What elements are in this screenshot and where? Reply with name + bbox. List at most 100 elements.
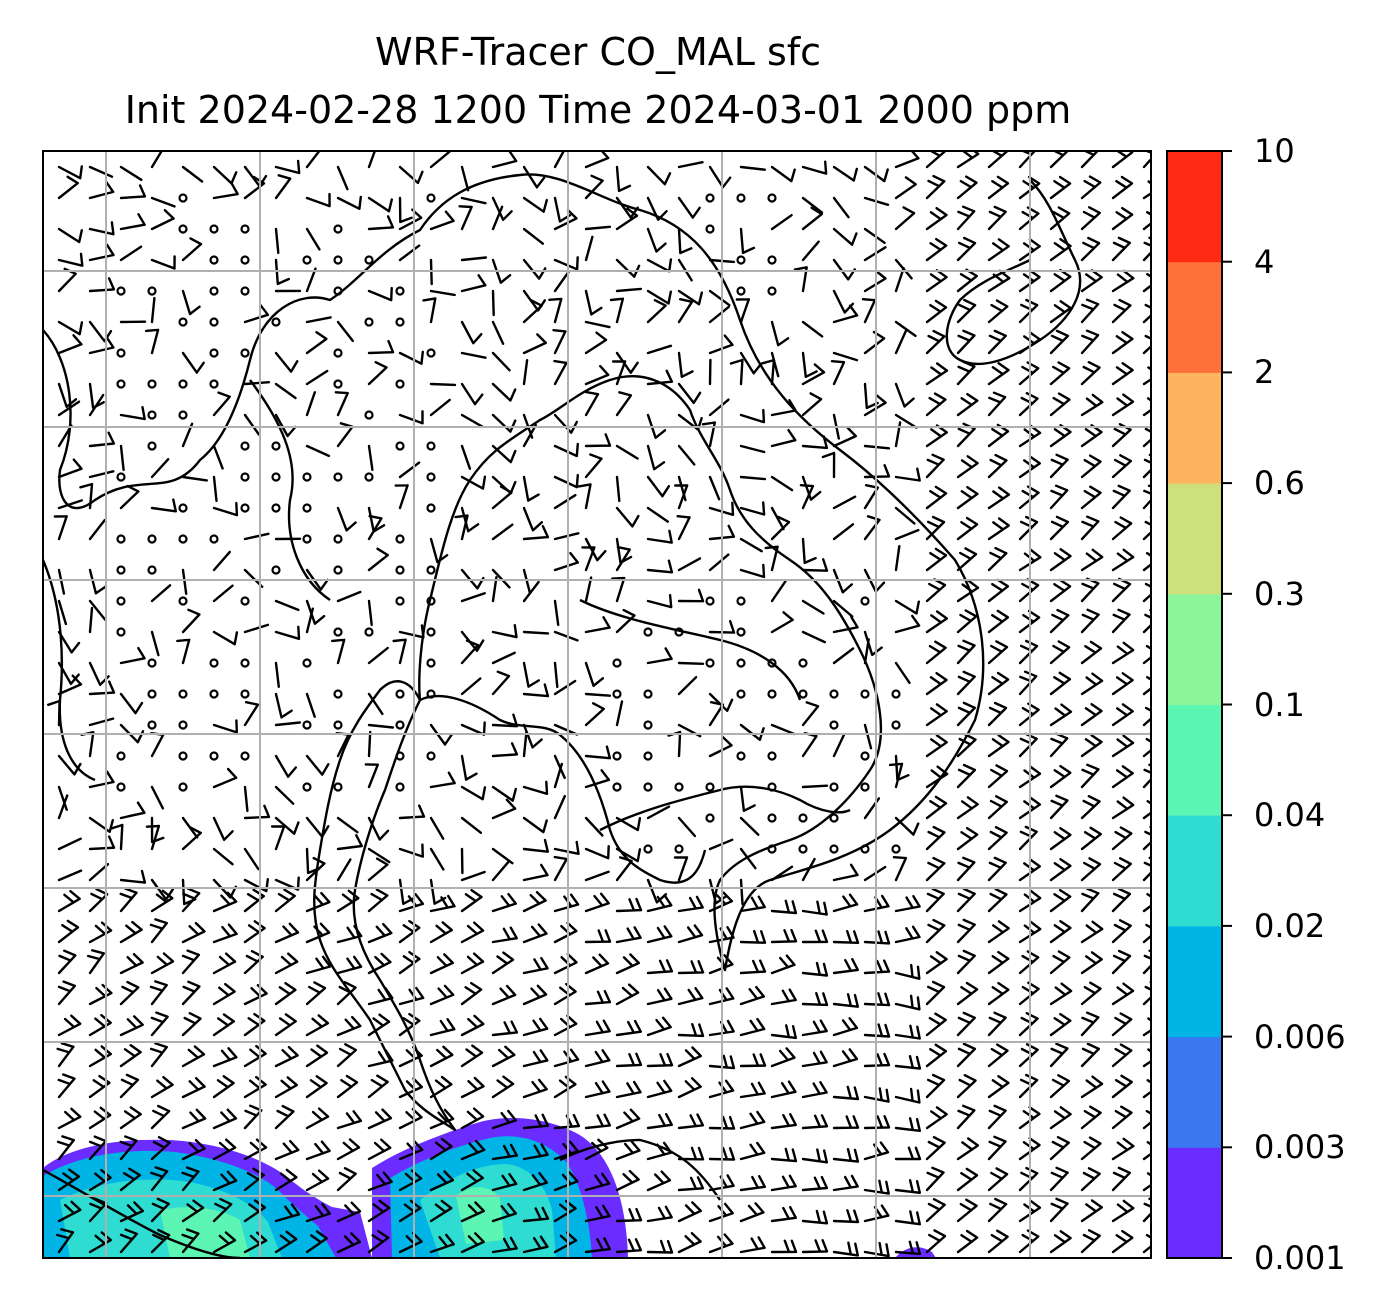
wind-barb-calm	[612, 689, 622, 699]
wind-barb	[491, 320, 505, 345]
wind-barb	[925, 980, 946, 1006]
wind-barb	[677, 1046, 702, 1068]
wind-barb	[367, 816, 390, 841]
wind-barb	[615, 897, 643, 913]
wind-barb	[894, 382, 915, 408]
wind-barb-calm	[240, 689, 250, 699]
wind-barb-calm	[767, 193, 777, 203]
wind-barb	[956, 1229, 979, 1254]
wind-barb	[1049, 794, 1069, 820]
wind-barb	[491, 893, 517, 913]
wind-barb	[181, 949, 200, 975]
wind-barb	[615, 546, 631, 572]
wind-barb	[460, 952, 485, 975]
wind-barb	[646, 506, 669, 523]
wind-barb-calm	[798, 844, 808, 854]
wind-barb-calm	[240, 224, 250, 234]
wind-barb-calm	[395, 534, 405, 544]
wind-barb	[739, 1175, 766, 1192]
wind-barb	[305, 1230, 328, 1254]
wind-barb	[305, 267, 317, 293]
wind-barb	[1080, 329, 1100, 355]
wind-barb	[88, 431, 116, 448]
wind-barb	[1080, 206, 1101, 231]
wind-barb-calm	[302, 534, 312, 544]
wind-barb	[677, 924, 704, 944]
wind-barb	[584, 225, 612, 231]
wind-barb	[894, 1179, 921, 1194]
wind-barb-calm	[364, 255, 374, 265]
wind-barb-calm	[860, 596, 870, 606]
gridlines	[43, 151, 1151, 1258]
wind-barb	[56, 1042, 75, 1068]
wind-barb-calm	[736, 255, 746, 265]
wind-barb	[987, 362, 1010, 386]
wind-barb	[987, 238, 1010, 262]
wind-barb	[770, 1113, 797, 1130]
wind-barb	[57, 252, 84, 267]
wind-barb	[460, 475, 487, 490]
wind-barb	[956, 175, 978, 200]
wind-barb	[739, 1110, 766, 1130]
wind-barb	[1049, 1106, 1072, 1130]
wind-barb	[894, 151, 920, 169]
wind-barb	[212, 1047, 238, 1068]
wind-barb-calm	[302, 503, 312, 513]
wind-barb	[894, 925, 921, 944]
wind-barb	[801, 240, 820, 262]
wind-barb	[243, 532, 270, 541]
wind-barb	[149, 918, 168, 944]
wind-barb	[367, 1074, 389, 1099]
wind-barb	[150, 630, 160, 657]
wind-barb	[150, 458, 170, 479]
wind-barb	[491, 568, 511, 589]
wind-barb	[150, 952, 175, 975]
wind-barb	[274, 922, 300, 944]
wind-barb	[181, 475, 208, 482]
wind-barb-calm	[705, 658, 715, 668]
wind-barb-calm	[426, 193, 436, 203]
wind-barb-calm	[829, 720, 839, 730]
wind-barb	[615, 953, 640, 975]
wind-barb	[57, 980, 76, 1006]
wind-barb	[739, 785, 756, 812]
wind-barb	[274, 785, 295, 805]
wind-barb	[1111, 703, 1134, 727]
wind-barb	[925, 547, 948, 572]
wind-barb	[677, 895, 704, 913]
wind-barb	[677, 1113, 705, 1130]
wind-barb-calm	[116, 348, 126, 358]
wind-barb	[119, 1015, 144, 1037]
wind-barb	[460, 1139, 486, 1161]
wind-barb	[243, 847, 260, 871]
wind-barb	[398, 804, 426, 820]
wind-barb	[88, 599, 107, 621]
wind-barb	[863, 165, 889, 183]
wind-barb	[925, 610, 948, 634]
wind-barb	[739, 537, 763, 553]
wind-barb	[615, 1080, 642, 1099]
wind-barb-calm	[333, 379, 343, 389]
wind-barb-calm	[736, 596, 746, 606]
wind-barb	[1111, 516, 1133, 541]
wind-barb	[799, 484, 815, 510]
wind-barb	[522, 1235, 549, 1254]
wind-barb	[460, 1107, 485, 1130]
wind-barb	[894, 545, 901, 572]
wind-barb	[956, 763, 977, 789]
wind-barb	[522, 580, 540, 603]
wind-barb	[1080, 236, 1101, 262]
wind-barb-calm	[767, 844, 777, 854]
wind-barb	[1142, 800, 1151, 820]
wind-barb	[88, 221, 115, 236]
wind-barb	[491, 151, 518, 169]
wind-barb	[1111, 1137, 1135, 1161]
wind-barb	[677, 1201, 702, 1223]
wind-barb	[956, 887, 976, 913]
wind-barb	[150, 209, 175, 231]
wind-barb	[646, 1016, 672, 1037]
wind-barb	[1142, 330, 1151, 355]
wind-barb-calm	[736, 751, 746, 761]
wind-barb	[615, 1019, 642, 1037]
wind-barb	[1111, 454, 1133, 479]
